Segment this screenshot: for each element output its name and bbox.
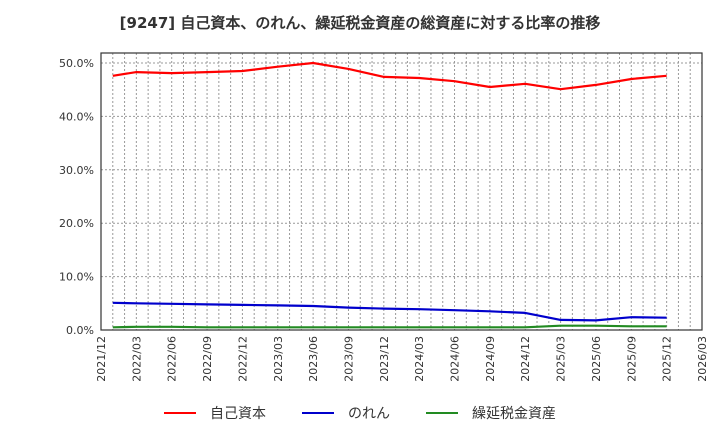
legend-item-equity: 自己資本 <box>164 403 266 423</box>
x-tick-label: 2022/12 <box>236 336 249 382</box>
series-line-0 <box>112 61 667 91</box>
legend-label-goodwill: のれん <box>348 406 390 422</box>
x-tick-label: 2023/12 <box>378 336 391 382</box>
x-tick-label: 2025/03 <box>555 336 568 382</box>
x-tick-label: 2022/03 <box>130 336 143 382</box>
legend-swatch-equity <box>164 412 196 414</box>
y-tick-label: 40.0% <box>59 110 94 123</box>
x-tick-label: 2022/09 <box>201 336 214 382</box>
x-tick-label: 2025/12 <box>661 336 674 382</box>
legend-item-goodwill: のれん <box>302 403 390 423</box>
x-tick-label: 2023/03 <box>272 336 285 382</box>
x-tick-label: 2024/06 <box>449 336 462 382</box>
legend-label-equity: 自己資本 <box>210 406 266 422</box>
legend-item-deferred-tax: 繰延税金資産 <box>426 403 556 423</box>
legend: 自己資本 のれん 繰延税金資産 <box>0 403 720 423</box>
x-tick-label: 2025/06 <box>590 336 603 382</box>
x-tick-label: 2026/03 <box>696 336 709 382</box>
y-tick-label: 0.0% <box>66 324 94 337</box>
y-tick-label: 20.0% <box>59 217 94 230</box>
x-tick-label: 2021/12 <box>95 336 108 382</box>
series-line-1 <box>112 301 667 322</box>
x-tick-label: 2023/06 <box>307 336 320 382</box>
legend-swatch-deferred-tax <box>426 412 458 414</box>
y-tick-label: 50.0% <box>59 57 94 70</box>
x-tick-label: 2024/09 <box>484 336 497 382</box>
x-tick-label: 2023/09 <box>342 336 355 382</box>
x-tick-label: 2025/09 <box>625 336 638 382</box>
legend-label-deferred-tax: 繰延税金資産 <box>472 406 556 422</box>
legend-swatch-goodwill <box>302 412 334 414</box>
y-tick-label: 30.0% <box>59 164 94 177</box>
x-tick-label: 2022/06 <box>166 336 179 382</box>
x-tick-label: 2024/03 <box>413 336 426 382</box>
chart-title: [9247] 自己資本、のれん、繰延税金資産の総資産に対する比率の推移 <box>119 14 601 32</box>
series-line-2 <box>112 324 667 329</box>
y-tick-label: 10.0% <box>59 271 94 284</box>
plot-frame <box>100 52 703 331</box>
x-tick-label: 2024/12 <box>519 336 532 382</box>
